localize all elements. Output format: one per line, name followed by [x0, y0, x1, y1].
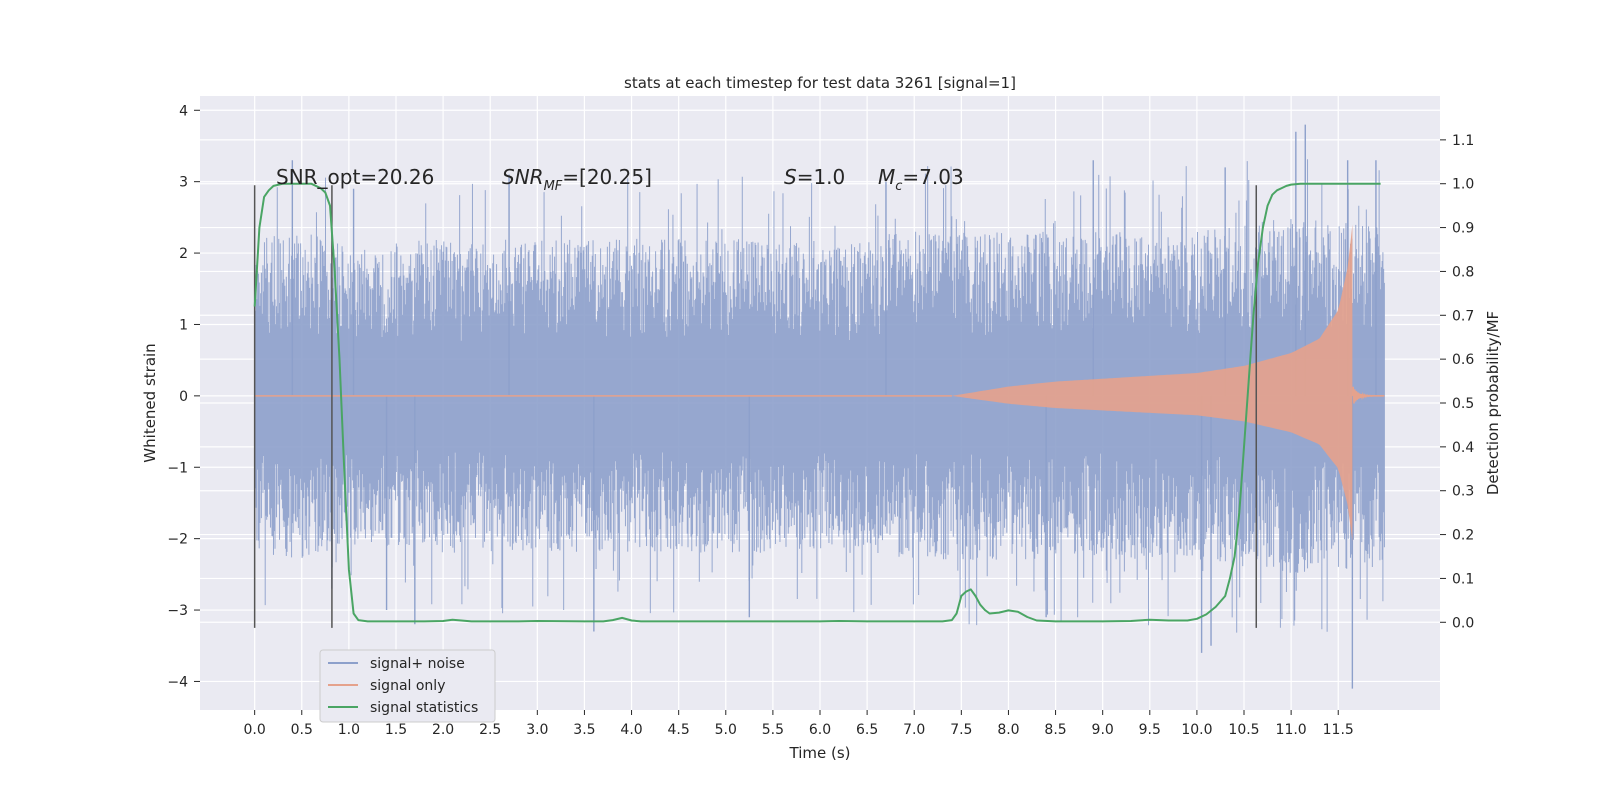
x-tick-label: 0.5	[291, 722, 313, 738]
legend-label-signal-statistics: signal statistics	[370, 700, 478, 716]
x-tick-label: 2.5	[479, 722, 501, 738]
y2-tick-label: 0.7	[1452, 308, 1474, 324]
x-tick-label: 5.5	[762, 722, 784, 738]
y-tick-labels: 4 3 2 1 0 −1 −2 −3 −4	[167, 103, 200, 690]
legend-label-signal-only: signal only	[370, 678, 445, 694]
snr-mf-subscript: MF	[544, 179, 563, 194]
x-tick-label: 11.5	[1323, 722, 1354, 738]
x-tick-label: 10.0	[1181, 722, 1212, 738]
legend-label-signal-noise: signal+ noise	[370, 656, 465, 672]
x-tick-label: 9.5	[1139, 722, 1161, 738]
x-tick-label: 0.0	[244, 722, 266, 738]
legend: signal+ noise signal only signal statist…	[319, 649, 496, 723]
mc-subscript: c	[895, 179, 902, 194]
x-tick-label: 3.0	[526, 722, 548, 738]
y2-axis-label: Detection probability/MF	[1484, 311, 1502, 495]
signal-chirp-envelope	[951, 224, 1353, 542]
y2-tick-label: 0.4	[1452, 440, 1474, 456]
y2-tick-label: 0.9	[1452, 221, 1474, 237]
annotation-snr-opt: SNR_opt=20.26	[276, 165, 434, 189]
y-axis-label: Whitened strain	[141, 343, 159, 462]
y2-tick-label: 0.2	[1452, 528, 1474, 544]
y-tick-label: −1	[167, 460, 188, 476]
x-tick-label: 8.5	[1044, 722, 1066, 738]
x-tick-label: 1.5	[385, 722, 407, 738]
y-tick-label: 0	[179, 389, 188, 405]
y2-tick-label: 0.5	[1452, 396, 1474, 412]
annotation-snr-mf: SNRMF=[20.25]	[502, 165, 652, 194]
snr-mf-symbol: SNR	[502, 165, 544, 189]
series-signal-statistics	[253, 182, 1381, 623]
y-tick-label: −3	[167, 603, 188, 619]
y2-tick-label: 0.3	[1452, 484, 1474, 500]
series-signal-only	[254, 224, 1385, 542]
y2-tick-label: 0.1	[1452, 571, 1474, 587]
annotation-mc: Mc=7.03	[878, 165, 964, 194]
x-tick-label: 8.0	[997, 722, 1019, 738]
y2-tick-label: 0.0	[1452, 615, 1474, 631]
y2-tick-labels: 1.1 1.0 0.9 0.8 0.7 0.6 0.5 0.4 0.3 0.2 0.1 0.0	[1440, 133, 1474, 631]
y2-tick-label: 0.8	[1452, 264, 1474, 280]
x-tick-label: 6.0	[809, 722, 831, 738]
annotation-s: S=1.0	[784, 165, 845, 189]
y-tick-label: −4	[167, 674, 188, 690]
x-tick-label: 1.0	[338, 722, 360, 738]
y-tick-label: 1	[179, 317, 188, 333]
x-tick-label: 11.0	[1276, 722, 1307, 738]
statistics-line	[253, 182, 1381, 623]
x-tick-label: 2.0	[432, 722, 454, 738]
signal-ringdown	[1351, 386, 1385, 404]
snr-mf-value: =[20.25]	[562, 165, 652, 189]
legend-box	[319, 649, 496, 723]
y2-tick-label: 1.1	[1452, 133, 1474, 149]
x-tick-label: 7.5	[950, 722, 972, 738]
x-tick-label: 7.0	[903, 722, 925, 738]
mc-symbol: M	[878, 165, 895, 189]
chart-title: stats at each timestep for test data 326…	[624, 74, 1016, 92]
y2-tick-label: 1.0	[1452, 177, 1474, 193]
y-tick-label: −2	[167, 532, 188, 548]
vertical-markers	[253, 185, 1258, 628]
x-tick-label: 6.5	[856, 722, 878, 738]
y2-tick-label: 0.6	[1452, 352, 1474, 368]
x-tick-label: 5.0	[715, 722, 737, 738]
x-tick-label: 3.5	[573, 722, 595, 738]
y-tick-label: 4	[179, 103, 188, 119]
y-tick-label: 2	[179, 246, 188, 262]
x-tick-label: 9.0	[1092, 722, 1114, 738]
s-symbol: S	[784, 165, 797, 189]
mc-value: =7.03	[902, 165, 963, 189]
y-tick-label: 3	[179, 175, 188, 191]
x-axis-label: Time (s)	[789, 744, 851, 762]
x-tick-label: 4.5	[668, 722, 690, 738]
s-value: =1.0	[797, 165, 846, 189]
x-tick-labels: 0.0 0.5 1.0 1.5 2.0 2.5 3.0 3.5 4.0 4.5 5.0 5.5 6.0 6…	[244, 710, 1354, 738]
x-tick-label: 10.5	[1228, 722, 1259, 738]
x-tick-label: 4.0	[620, 722, 642, 738]
